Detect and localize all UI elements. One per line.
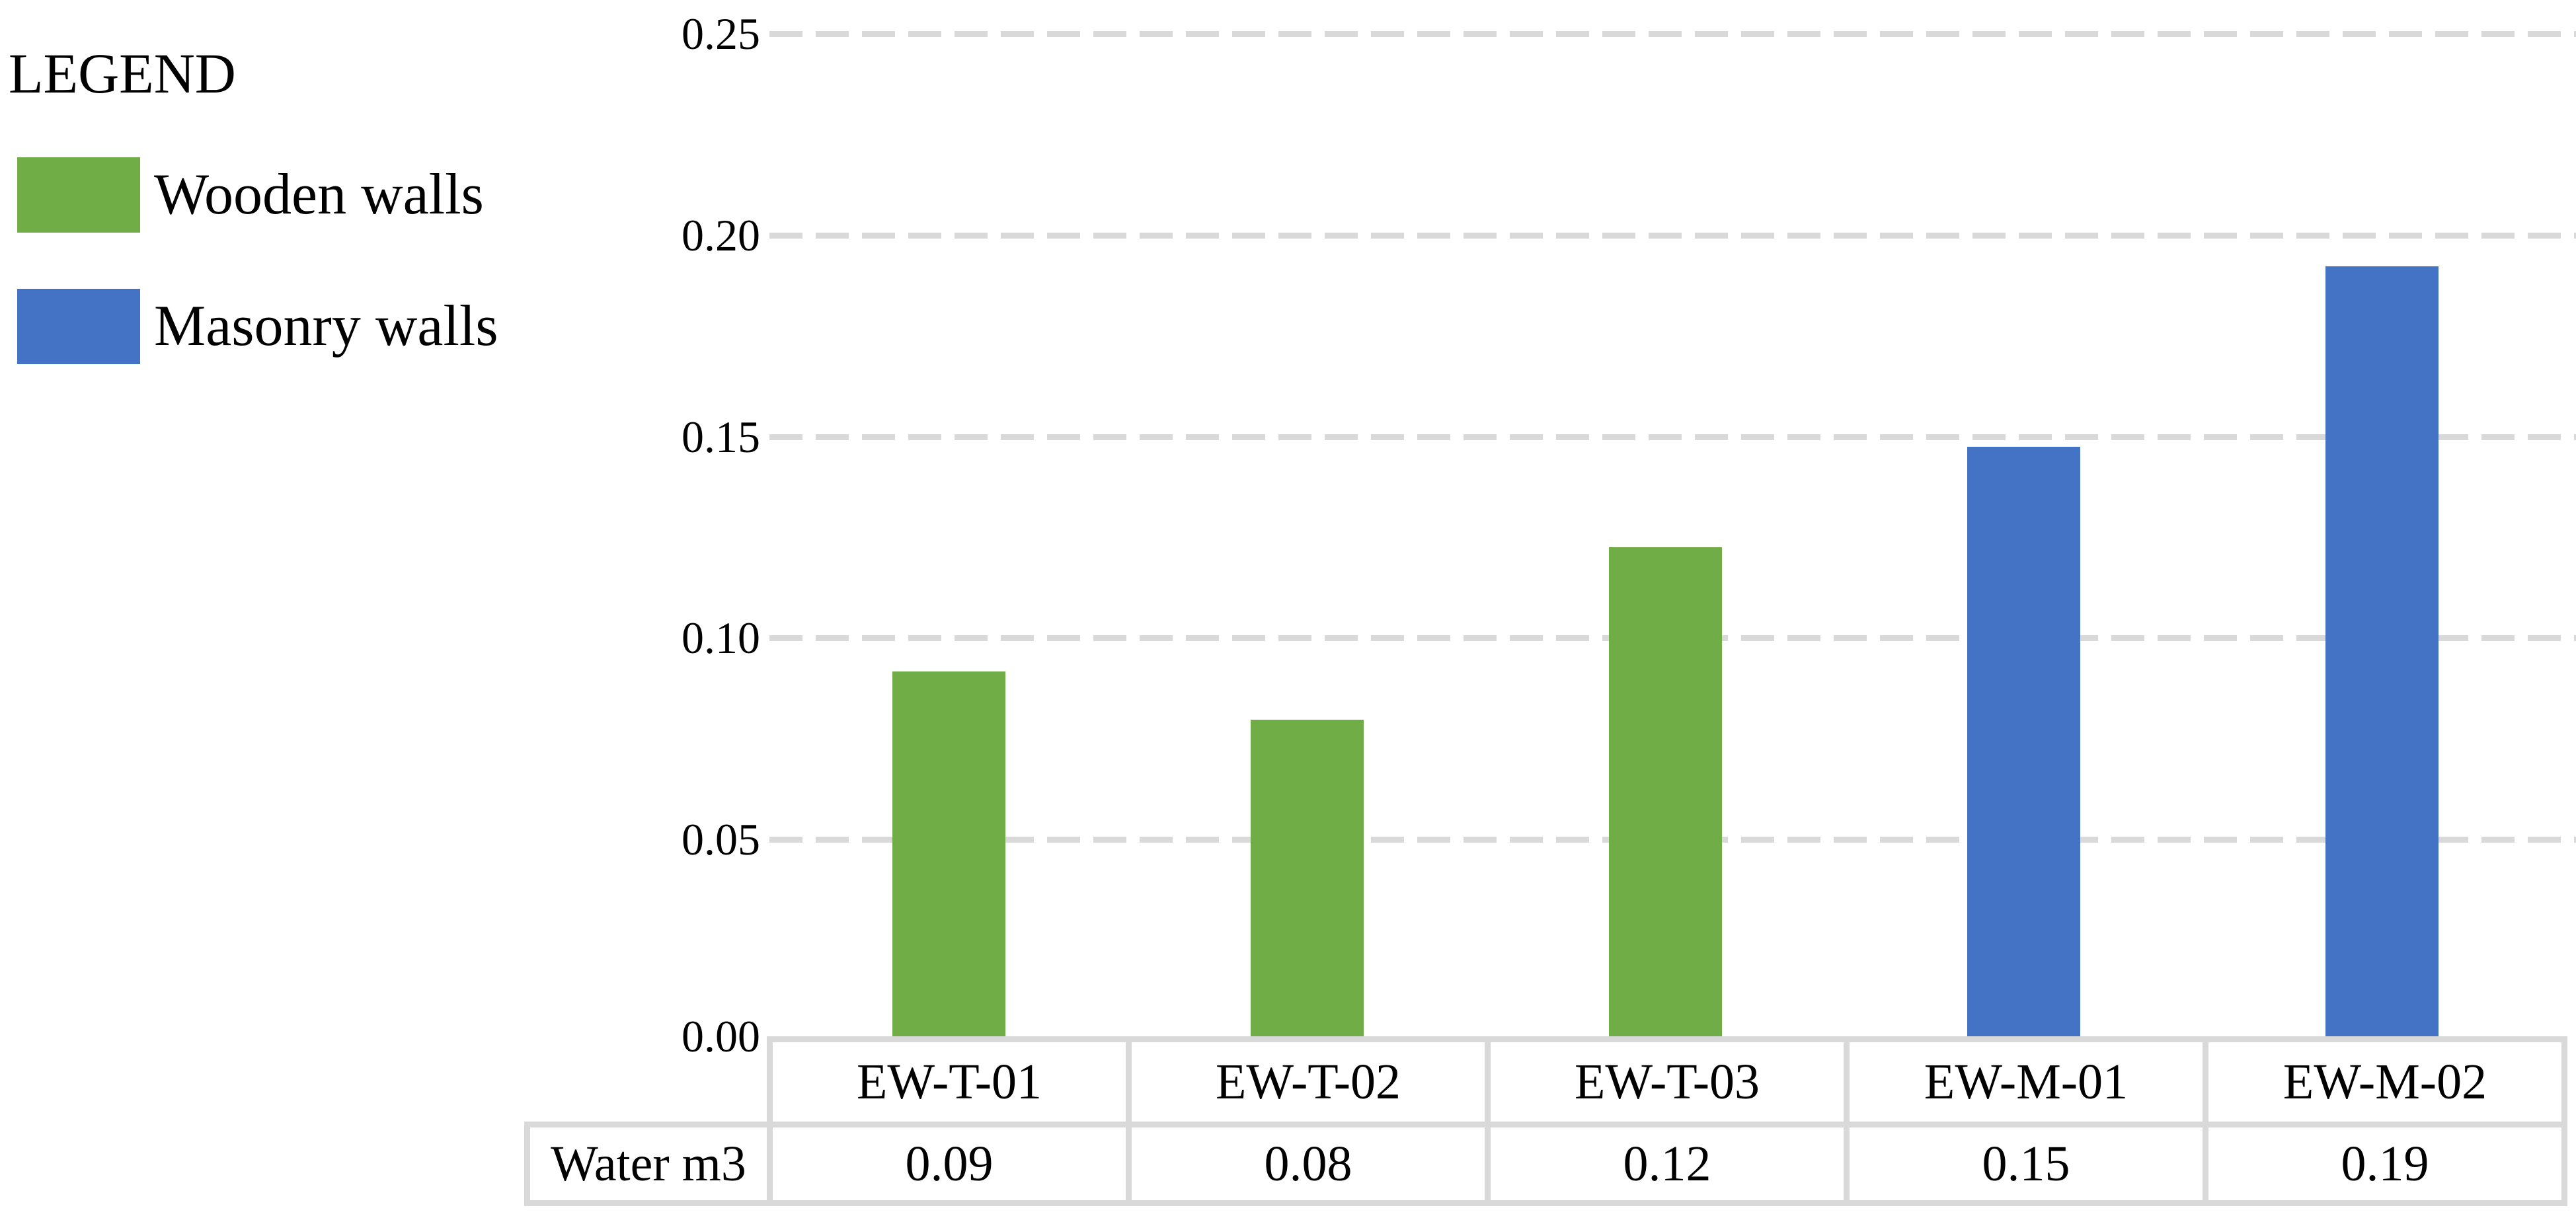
value-cell: 0.08 bbox=[1126, 1127, 1485, 1200]
gridline-0-25 bbox=[769, 31, 2576, 37]
value-cell: 0.15 bbox=[1844, 1127, 2203, 1200]
y-tick-0-25: 0.25 bbox=[682, 9, 760, 59]
bar-ew-t-03 bbox=[1609, 547, 1722, 1036]
y-tick-0-10: 0.10 bbox=[682, 613, 760, 663]
gridline-0-20 bbox=[769, 233, 2576, 239]
bar-ew-m-01 bbox=[1967, 447, 2080, 1036]
y-tick-0-20: 0.20 bbox=[682, 210, 760, 260]
bar-ew-t-01 bbox=[892, 671, 1005, 1036]
data-table-values-row: Water m3 0.09 0.08 0.12 0.15 0.19 bbox=[524, 1122, 2567, 1206]
y-tick-0-00: 0.00 bbox=[682, 1011, 760, 1061]
bar-ew-t-02 bbox=[1251, 720, 1364, 1036]
y-tick-0-05: 0.05 bbox=[682, 814, 760, 864]
legend-item-wooden-walls: Wooden walls bbox=[17, 157, 484, 233]
bar-ew-m-02 bbox=[2325, 266, 2439, 1036]
data-table-category-row: EW-T-01 EW-T-02 EW-T-03 EW-M-01 EW-M-02 bbox=[767, 1036, 2567, 1122]
value-cell: 0.09 bbox=[767, 1127, 1126, 1200]
row-header-cell: Water m3 bbox=[551, 1136, 746, 1192]
legend-title: LEGEND bbox=[9, 42, 236, 105]
legend-label-wooden: Wooden walls bbox=[154, 163, 484, 227]
category-cell: EW-T-01 bbox=[856, 1054, 1042, 1110]
y-tick-0-15: 0.15 bbox=[682, 412, 760, 462]
gridline-0-15 bbox=[769, 434, 2576, 440]
legend-label-masonry: Masonry walls bbox=[154, 294, 498, 358]
value-cell: 0.19 bbox=[2203, 1127, 2561, 1200]
legend-swatch-wooden-icon bbox=[17, 157, 140, 233]
category-cell: EW-T-03 bbox=[1485, 1042, 1844, 1122]
category-cell: EW-M-01 bbox=[1844, 1042, 2203, 1122]
category-cell: EW-T-02 bbox=[1126, 1042, 1485, 1122]
legend-item-masonry-walls: Masonry walls bbox=[17, 289, 498, 364]
legend-swatch-masonry-icon bbox=[17, 289, 140, 364]
category-cell: EW-M-02 bbox=[2203, 1042, 2561, 1122]
value-cell: 0.12 bbox=[1485, 1127, 1844, 1200]
